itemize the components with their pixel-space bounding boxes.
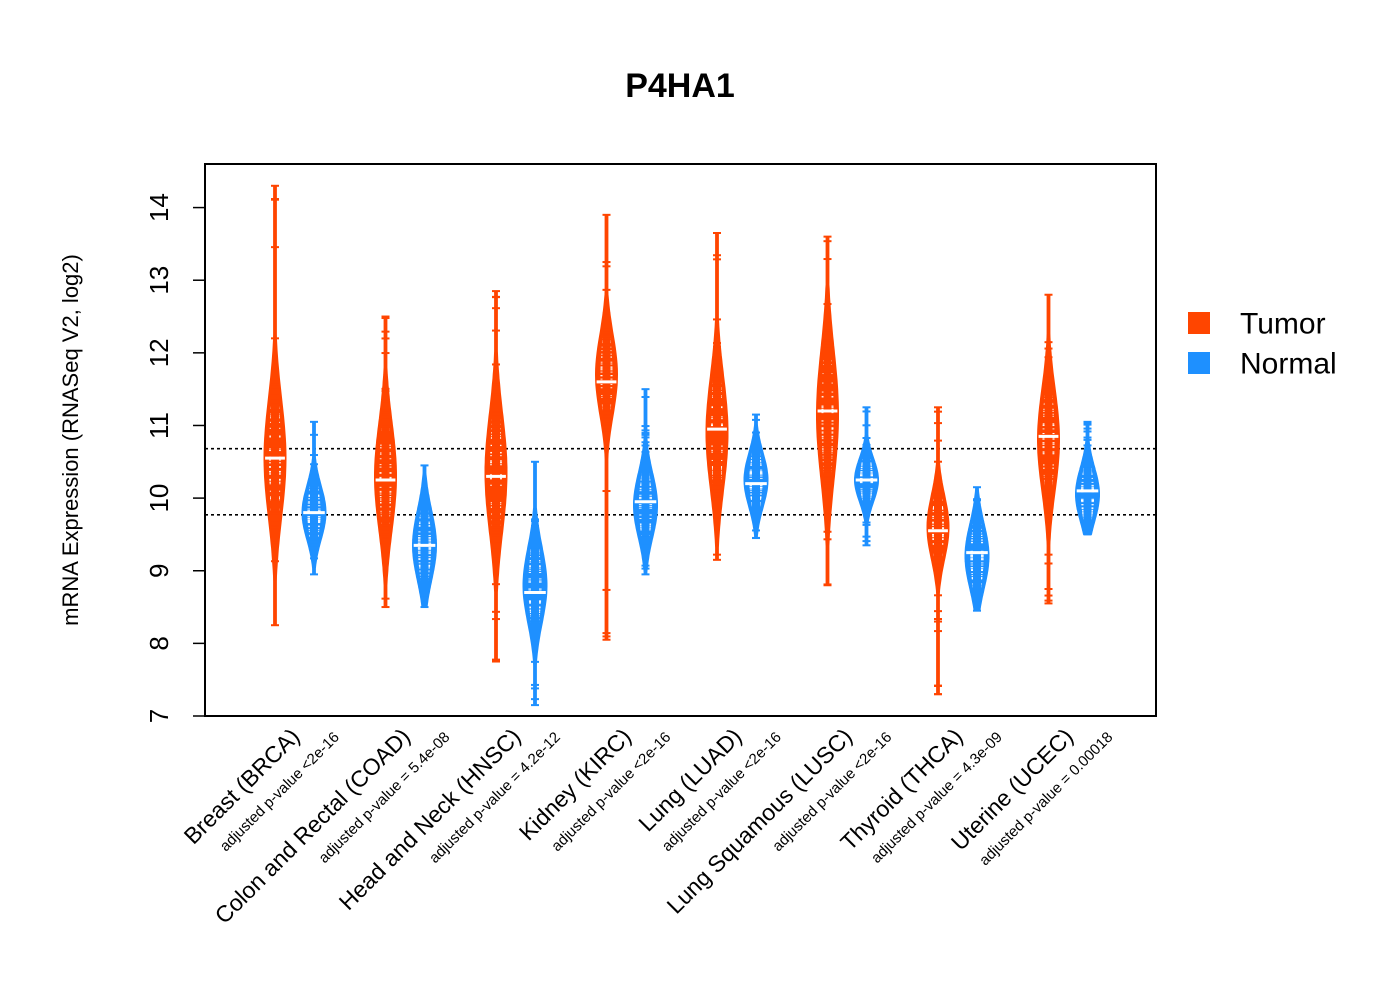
y-tick-label: 9 [144, 564, 174, 578]
y-tick-label: 8 [144, 636, 174, 650]
normal-violin [522, 461, 548, 706]
tumor-violin [1037, 294, 1060, 604]
legend-swatch-tumor [1188, 312, 1210, 334]
legend-swatch-normal [1188, 352, 1210, 374]
y-tick-label: 10 [144, 484, 174, 513]
tumor-violin [263, 185, 287, 626]
y-tick-label: 13 [144, 266, 174, 295]
y-tick-label: 7 [144, 709, 174, 723]
tumor-violin [926, 406, 950, 695]
y-tick-label: 14 [144, 193, 174, 222]
y-tick-label: 11 [144, 412, 174, 439]
legend: Tumor Normal [1188, 308, 1337, 381]
tumor-violin [374, 316, 397, 608]
plot-frame [204, 163, 1157, 717]
chart-title: P4HA1 [625, 67, 735, 105]
legend-label-normal: Normal [1240, 348, 1337, 381]
y-tick-label: 12 [144, 338, 174, 367]
legend-label-tumor: Tumor [1240, 308, 1326, 341]
y-axis-label: mRNA Expression (RNASeq V2, log2) [58, 254, 83, 626]
